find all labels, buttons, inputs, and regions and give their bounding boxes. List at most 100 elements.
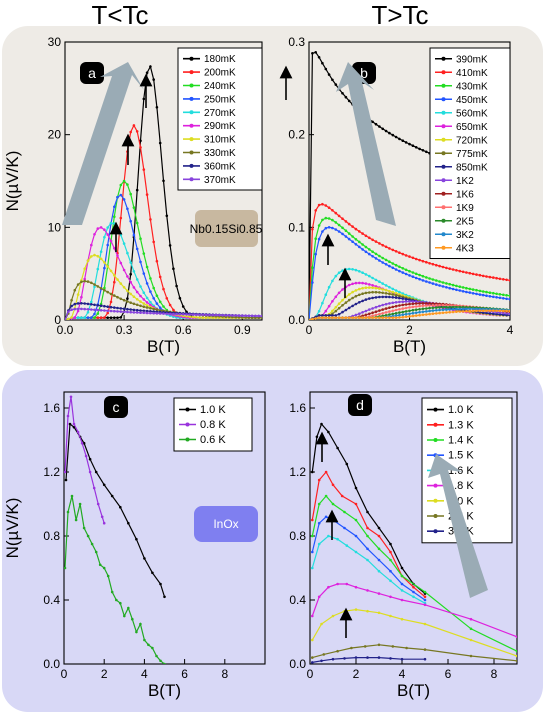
data-point-b xyxy=(418,273,421,277)
data-point-a xyxy=(208,313,211,317)
data-point-a xyxy=(234,314,237,317)
data-point-b xyxy=(384,314,388,317)
data-point-b xyxy=(458,307,462,311)
data-point-b xyxy=(468,287,472,291)
data-point-d xyxy=(400,617,404,621)
data-point-b xyxy=(358,281,361,285)
data-point-b xyxy=(498,309,502,313)
data-point-b xyxy=(334,221,338,224)
legend-marker-a xyxy=(189,177,194,182)
data-point-b xyxy=(327,316,331,320)
data-point-a xyxy=(83,267,86,271)
data-point-a xyxy=(76,307,80,311)
series-line-d xyxy=(312,657,425,663)
data-point-a xyxy=(83,302,86,305)
data-point-b xyxy=(425,276,428,279)
data-point-a xyxy=(90,281,93,285)
data-point-b xyxy=(364,309,368,313)
data-point-d xyxy=(354,550,358,554)
data-point-d xyxy=(405,646,408,650)
trend-arrow-d xyxy=(428,454,488,598)
data-point-a xyxy=(126,297,129,300)
data-point-b xyxy=(485,294,488,298)
data-point-b xyxy=(418,308,421,311)
data-point-d xyxy=(377,656,381,659)
data-point-a xyxy=(113,306,116,309)
legend-label-b: 430mK xyxy=(456,81,488,92)
data-point-b xyxy=(401,307,405,310)
data-point-a xyxy=(178,312,182,316)
legend-marker-d xyxy=(433,498,438,503)
y-tick-label-d: 1.2 xyxy=(289,465,306,479)
data-point-a xyxy=(195,313,198,317)
data-point-b xyxy=(502,293,505,297)
data-point-b xyxy=(428,304,431,307)
data-point-b xyxy=(394,292,398,295)
data-point-d xyxy=(345,544,349,547)
x-tick-label-c: 6 xyxy=(181,667,188,681)
data-point-b xyxy=(314,237,318,240)
data-point-b xyxy=(461,290,465,293)
data-point-b xyxy=(478,289,482,293)
data-point-a xyxy=(152,297,155,300)
data-point-c xyxy=(155,654,158,658)
data-point-a xyxy=(198,313,201,317)
legend-marker-b xyxy=(441,205,446,210)
panel-letter-bg-a xyxy=(80,62,104,84)
data-point-a xyxy=(119,307,123,310)
data-point-b xyxy=(384,258,388,262)
data-point-b xyxy=(425,150,428,154)
data-point-a xyxy=(145,296,149,300)
legend-marker-a xyxy=(189,83,194,88)
data-point-a xyxy=(135,303,139,307)
data-point-a xyxy=(145,193,149,196)
data-point-a xyxy=(142,291,146,295)
data-point-b xyxy=(425,310,428,313)
data-point-b xyxy=(495,276,498,280)
data-point-b xyxy=(374,313,378,317)
data-point-a xyxy=(83,279,86,283)
data-point-a xyxy=(119,282,123,285)
legend-label-a: 180mK xyxy=(204,54,236,65)
data-point-d xyxy=(322,653,326,656)
data-point-a xyxy=(116,295,119,299)
data-point-a xyxy=(152,78,155,81)
data-point-b xyxy=(321,301,324,305)
data-point-b xyxy=(435,279,438,282)
data-point-a xyxy=(93,312,96,316)
data-point-a xyxy=(244,316,247,319)
legend-marker-b xyxy=(441,232,446,237)
legend-label-b: 560mK xyxy=(456,108,488,119)
legend-label-b: 1K9 xyxy=(456,203,474,214)
data-point-c xyxy=(88,470,92,474)
data-point-b xyxy=(331,316,334,320)
data-point-b xyxy=(378,309,381,312)
data-point-a xyxy=(103,304,106,308)
data-point-b xyxy=(414,308,418,312)
data-point-d xyxy=(389,579,392,583)
legend-marker-a xyxy=(189,150,194,155)
data-point-a xyxy=(155,106,159,109)
data-point-b xyxy=(445,308,448,311)
data-point-b xyxy=(475,288,478,292)
data-point-b xyxy=(347,306,351,310)
data-point-b xyxy=(502,309,505,313)
data-point-a xyxy=(116,195,119,199)
x-tick-label-a: 0.6 xyxy=(175,323,192,337)
y-tick-label-c: 1.2 xyxy=(43,465,60,479)
data-point-d xyxy=(343,657,346,660)
data-point-b xyxy=(461,307,465,311)
data-point-a xyxy=(80,295,83,299)
data-point-a xyxy=(178,296,182,300)
data-point-b xyxy=(341,232,344,236)
data-point-a xyxy=(250,314,254,318)
legend-label-a: 330mK xyxy=(204,148,236,159)
data-point-a xyxy=(149,311,152,315)
data-point-b xyxy=(421,304,425,308)
y-tick-label-d: 0.8 xyxy=(289,529,306,543)
data-point-b xyxy=(388,302,391,305)
data-point-d xyxy=(315,435,319,439)
data-point-b xyxy=(371,307,374,310)
data-point-b xyxy=(445,311,448,314)
panel-letter-c: c xyxy=(113,399,120,415)
